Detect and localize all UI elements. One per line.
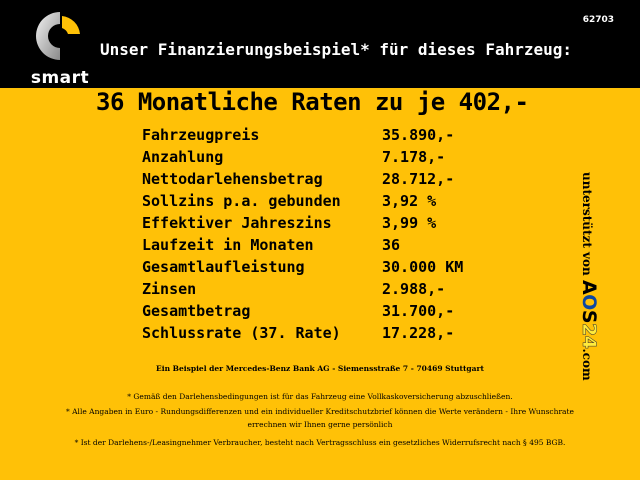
brand-letter-s: S [578, 309, 600, 323]
brand-number: 24 [578, 323, 601, 349]
finance-row: Anzahlung 7.178,- [142, 148, 502, 170]
row-label: Schlussrate (37. Rate) [142, 324, 341, 342]
finance-table: Fahrzeugpreis 35.890,- Anzahlung 7.178,- N… [142, 126, 502, 346]
smart-logo: smart [24, 6, 96, 88]
row-value: 2.988,- [382, 280, 446, 298]
finance-row: Effektiver Jahreszins 3,99 % [142, 214, 502, 236]
sponsor-note: unterstützt von AOS24.com [570, 172, 601, 381]
row-label: Sollzins p.a. gebunden [142, 192, 341, 210]
finance-row: Gesamtbetrag 31.700,- [142, 302, 502, 324]
reference-number: 62703 [582, 15, 614, 25]
footnote-insurance: * Gemäß den Darlehensbedingungen ist für… [127, 392, 513, 401]
header-bar: smart 62703 Unser Finanzierungsbeispiel*… [0, 0, 640, 88]
row-label: Gesamtbetrag [142, 302, 251, 320]
finance-row: Fahrzeugpreis 35.890,- [142, 126, 502, 148]
header-title: Unser Finanzierungsbeispiel* für dieses … [100, 40, 573, 59]
row-value: 31.700,- [382, 302, 455, 320]
row-value: 36 [382, 236, 401, 254]
row-label: Effektiver Jahreszins [142, 214, 332, 232]
row-label: Fahrzeugpreis [142, 126, 260, 144]
row-value: 3,92 % [382, 192, 437, 210]
bank-line: Ein Beispiel der Mercedes-Benz Bank AG -… [156, 364, 484, 373]
finance-row: Zinsen 2.988,- [142, 280, 502, 302]
finance-row: Gesamtlaufleistung 30.000 KM [142, 258, 502, 280]
brand-letter-o: O [578, 294, 600, 310]
finance-row: Sollzins p.a. gebunden 3,92 % [142, 192, 502, 214]
row-value: 28.712,- [382, 170, 455, 188]
finance-row: Laufzeit in Monaten 36 [142, 236, 502, 258]
monthly-rate-headline: 36 Monatliche Raten zu je 402,- [96, 88, 529, 116]
smart-logo-icon [36, 12, 80, 60]
sponsor-prefix: unterstützt von [580, 172, 594, 280]
row-label: Anzahlung [142, 148, 224, 166]
row-value: 35.890,- [382, 126, 455, 144]
finance-row: Nettodarlehensbetrag 28.712,- [142, 170, 502, 192]
brand-letter-a: A [578, 279, 600, 295]
row-value: 30.000 KM [382, 258, 464, 276]
row-value: 3,99 % [382, 214, 437, 232]
sponsor-brand: AOS24 [578, 279, 601, 349]
row-label: Nettodarlehensbetrag [142, 170, 323, 188]
logo-text: smart [30, 68, 90, 88]
row-label: Laufzeit in Monaten [142, 236, 314, 254]
finance-row: Schlussrate (37. Rate) 17.228,- [142, 324, 502, 346]
row-value: 7.178,- [382, 148, 446, 166]
row-label: Zinsen [142, 280, 197, 298]
row-value: 17.228,- [382, 324, 455, 342]
footnote-rounding: * Alle Angaben in Euro - Rundungsdiffere… [66, 407, 574, 429]
footnote-withdrawal: * Ist der Darlehens-/Leasingnehmer Verbr… [74, 438, 566, 447]
row-label: Gesamtlaufleistung [142, 258, 305, 276]
